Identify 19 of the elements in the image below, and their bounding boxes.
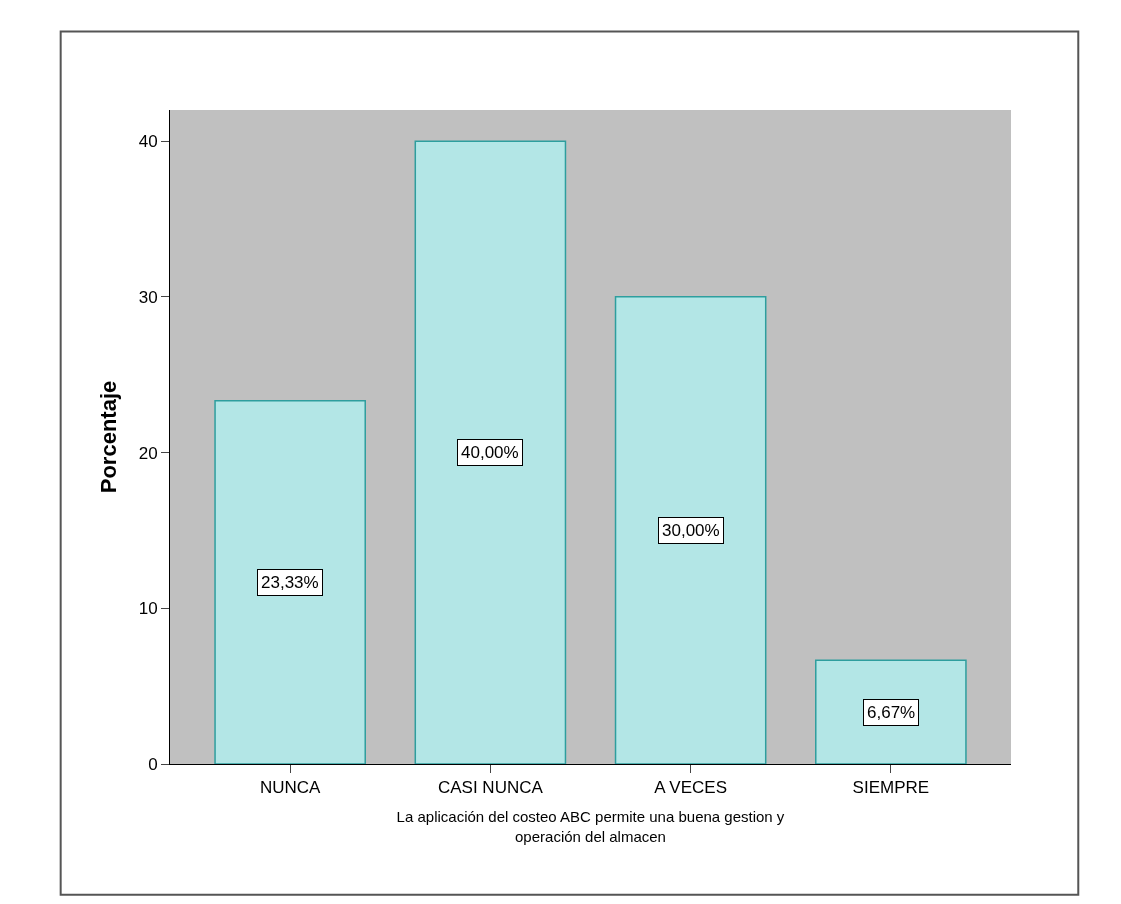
bar (414, 140, 567, 764)
y-tick-label: 20 (138, 443, 158, 463)
x-tick-label: SIEMPRE (852, 778, 930, 798)
bar (214, 399, 366, 764)
bar (815, 659, 967, 764)
data-label: 6,67% (867, 703, 916, 722)
x-tick-label: A VECES (654, 778, 727, 798)
x-tick-label: NUNCA (259, 778, 322, 798)
y-tick-label: 10 (138, 599, 158, 619)
x-axis-title: La aplicación del costeo ABC permite una buena gestion y operación del almacen (396, 808, 785, 845)
data-label: 40,00% (461, 443, 519, 462)
data-label: 23,33% (261, 573, 319, 592)
y-tick-label: 30 (138, 287, 158, 307)
data-label: 30,00% (662, 521, 720, 540)
x-tick-label: CASI NUNCA (437, 778, 544, 798)
bar (614, 296, 767, 764)
y-tick-label: 0 (148, 754, 158, 774)
y-tick-label: 40 (138, 132, 158, 152)
y-axis-title: Porcentaje (96, 380, 122, 494)
